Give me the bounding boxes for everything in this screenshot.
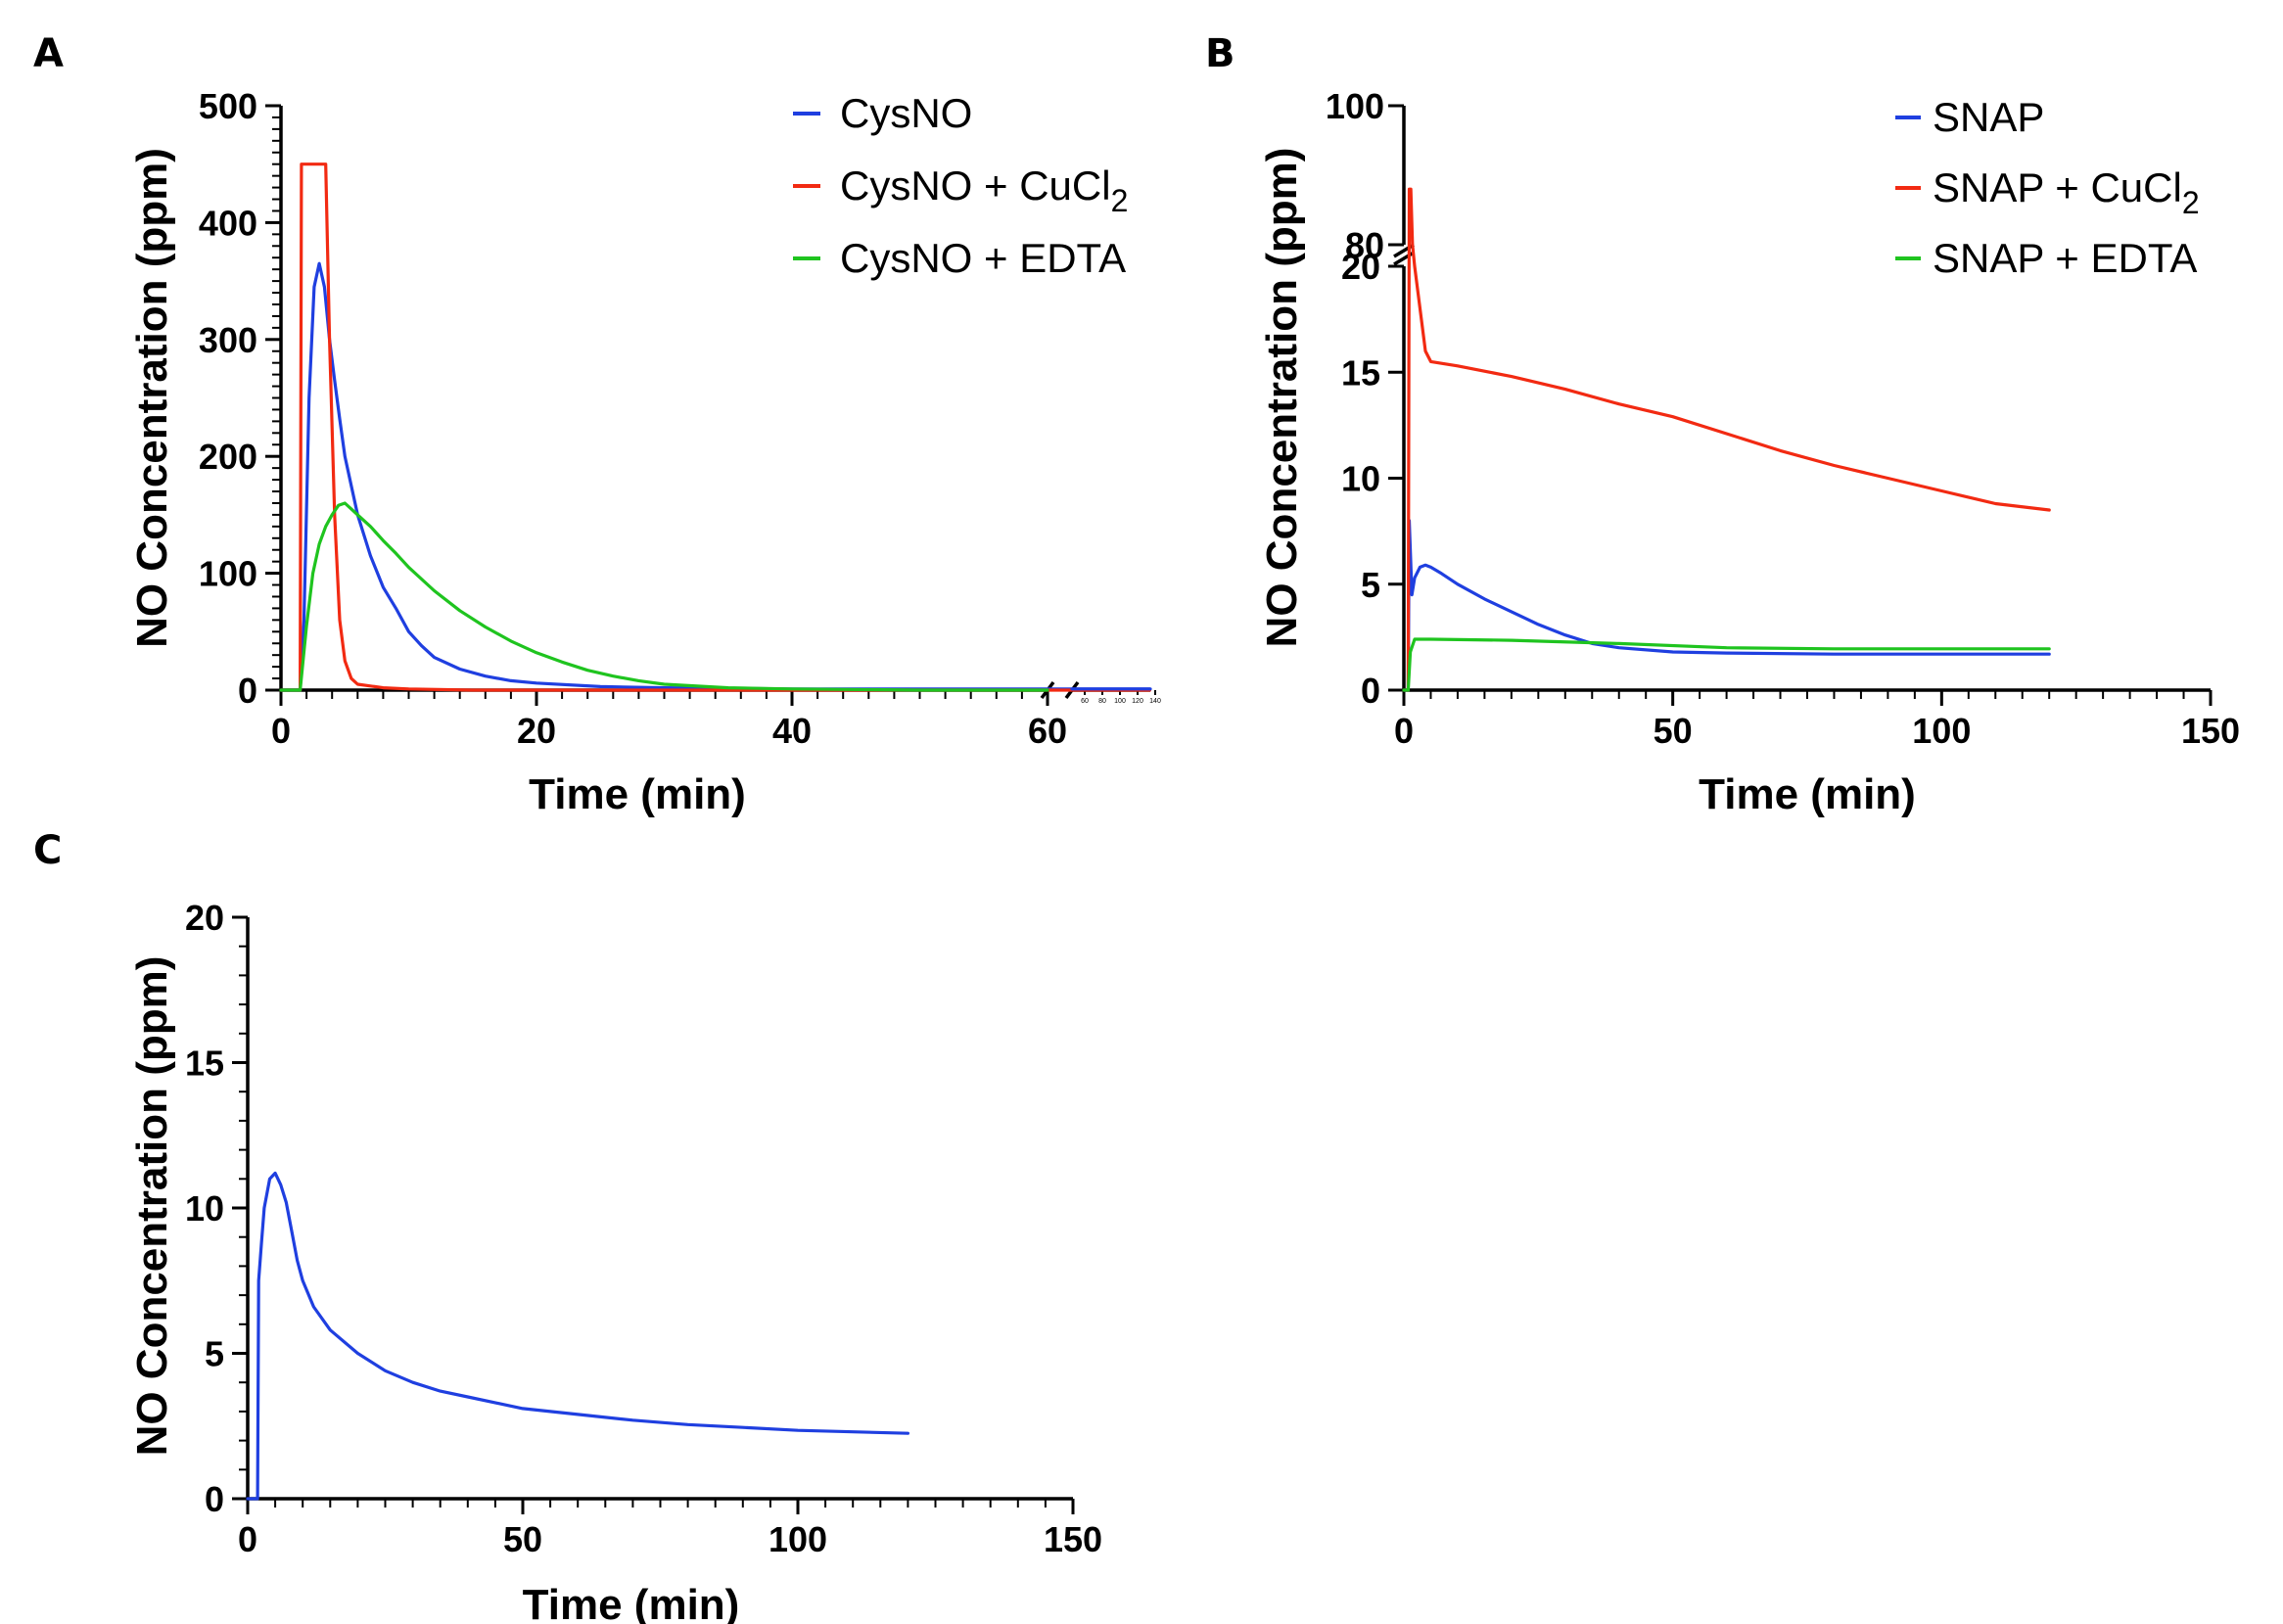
legend-label: CysNO + CuCl2 (840, 162, 1128, 218)
y-axis-title: NO Concentration (ppm) (128, 148, 176, 648)
x-tick-label-after-break: 120 (1132, 698, 1143, 705)
y-tick-label: 5 (205, 1334, 224, 1374)
legend-label: SNAP + CuCl2 (1933, 164, 2200, 220)
legend-label: CysNO (840, 90, 972, 136)
y-tick-label: 0 (238, 671, 257, 711)
y-tick-label-upper: 80 (1345, 225, 1384, 265)
y-tick-label: 200 (199, 437, 257, 477)
x-tick-label: 0 (271, 711, 291, 751)
y-tick-label: 20 (1341, 247, 1380, 287)
x-tick-label-after-break: 80 (1098, 698, 1106, 705)
x-axis-title: Time (min) (529, 770, 746, 818)
legend-label: CysNO + EDTA (840, 235, 1126, 281)
legend-label: SNAP + EDTA (1933, 235, 2197, 281)
panel-label-b: B (1205, 31, 1235, 76)
series-line-cysno-edta (279, 501, 1049, 692)
y-tick-label: 100 (199, 554, 257, 594)
chart-a: 0 100 200 300 400 500 0 20 40 60 60 80 100 120 140 Time… (128, 86, 1161, 818)
x-tick-label: 50 (503, 1519, 542, 1559)
y-tick-label: 10 (1341, 459, 1380, 499)
x-axis-title: Time (min) (1699, 770, 1916, 818)
y-tick-label: 500 (199, 86, 257, 126)
x-tick-label: 100 (1912, 711, 1971, 751)
x-tick-label: 20 (517, 711, 556, 751)
panel-label-c: C (33, 828, 62, 873)
x-tick-label: 60 (1028, 711, 1067, 751)
y-tick-label: 20 (185, 898, 224, 938)
x-tick-label: 100 (769, 1519, 827, 1559)
x-tick-label-after-break: 140 (1149, 698, 1161, 705)
series-line-cysno-cucl2 (279, 162, 1151, 692)
x-tick-label: 50 (1654, 711, 1693, 751)
legend-label: SNAP (1933, 94, 2044, 140)
y-tick-label: 15 (185, 1044, 224, 1084)
series-line-snap (1402, 519, 2051, 692)
y-tick-label: 0 (205, 1479, 224, 1519)
y-tick-label-upper: 100 (1326, 86, 1384, 126)
series-line-snap-edta (1402, 637, 2051, 692)
y-tick-label: 300 (199, 320, 257, 360)
x-tick-label-after-break: 60 (1081, 698, 1089, 705)
series-line-snap-cucl2 (1402, 187, 2051, 692)
y-tick-label: 0 (1361, 671, 1380, 711)
x-tick-label: 0 (1394, 711, 1414, 751)
series-line (246, 1171, 909, 1501)
x-tick-label: 40 (772, 711, 812, 751)
x-axis-title: Time (min) (523, 1581, 740, 1624)
x-tick-label: 0 (238, 1519, 257, 1559)
y-tick-label: 5 (1361, 565, 1380, 605)
y-axis-title: NO Concentration (ppm) (128, 956, 176, 1457)
x-tick-label: 150 (2181, 711, 2240, 751)
chart-c: 0 5 10 15 20 0 50 100 150 Time (min) NO Concentrat… (128, 898, 1102, 1624)
y-tick-label: 10 (185, 1188, 224, 1229)
y-axis-title: NO Concentration (ppm) (1258, 148, 1306, 648)
x-tick-label-after-break: 100 (1114, 698, 1126, 705)
panel-label-a: A (33, 31, 64, 76)
series-line-cysno (279, 261, 1151, 692)
y-tick-label: 15 (1341, 352, 1380, 393)
y-tick-label: 400 (199, 203, 257, 243)
x-tick-label: 150 (1044, 1519, 1102, 1559)
